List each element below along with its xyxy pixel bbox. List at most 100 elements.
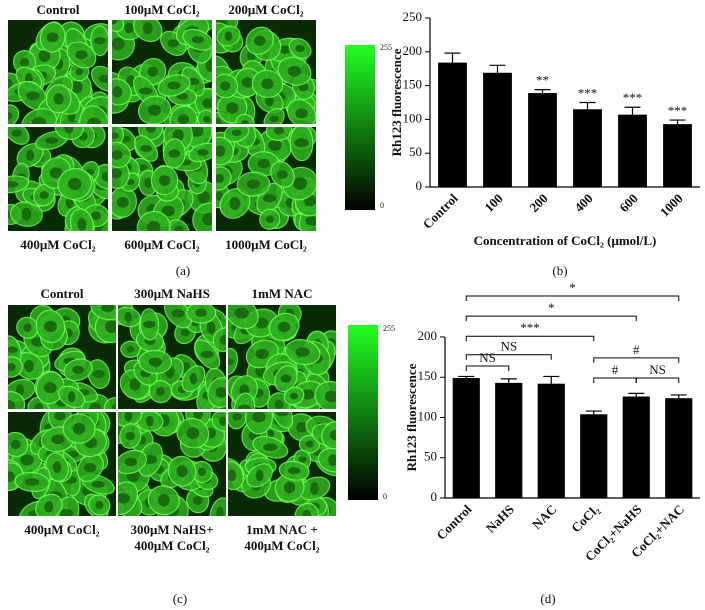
nucleus [90, 211, 101, 221]
x-tick-label: Control [420, 190, 461, 231]
nucleus [195, 308, 207, 317]
image-caption: 100μM CoCl₂ [124, 2, 199, 17]
nucleus [200, 350, 214, 359]
nucleus [298, 456, 307, 463]
nucleus [293, 177, 307, 190]
nucleus [143, 455, 158, 464]
nucleus [140, 144, 152, 152]
nucleus [75, 50, 88, 60]
micrograph [8, 412, 116, 516]
nucleus [139, 87, 153, 95]
comparison-label: NS [649, 362, 666, 377]
x-tick-label: Control [433, 501, 474, 542]
x-tick-label: 600 [616, 191, 640, 215]
comparison-bracket [593, 357, 680, 363]
nucleus [124, 22, 134, 34]
x-tick-label: CoCl₂ [568, 502, 602, 536]
nucleus [176, 465, 188, 478]
image-caption: 200μM CoCl₂ [228, 2, 303, 17]
nucleus [46, 32, 59, 43]
nucleus [294, 138, 309, 148]
nucleus [125, 431, 136, 441]
nucleus [124, 312, 132, 323]
micrograph [228, 412, 336, 516]
comparison-bracket [465, 365, 510, 371]
nucleus [241, 119, 249, 124]
nucleus [290, 392, 299, 400]
nucleus [193, 412, 203, 420]
nucleus [265, 215, 274, 224]
colorbar-min: 0 [380, 201, 384, 210]
nucleus [219, 335, 226, 345]
nucleus [53, 412, 66, 421]
y-axis-label: Rh123 fluorescence [404, 363, 419, 471]
nucleus [192, 496, 203, 505]
nucleus [220, 81, 231, 91]
nucleus [295, 108, 308, 119]
nucleus [31, 117, 47, 124]
panel-label: (c) [173, 591, 187, 606]
nucleus [216, 506, 224, 516]
nucleus [167, 81, 181, 90]
bar [663, 124, 692, 187]
nucleus [26, 149, 35, 161]
nucleus [126, 178, 135, 186]
micrograph [216, 20, 316, 124]
bar [537, 383, 565, 498]
nucleus [145, 127, 156, 133]
nucleus [93, 37, 106, 45]
nucleus [124, 457, 138, 467]
nucleus [21, 207, 32, 221]
nucleus [180, 328, 190, 337]
nucleus [253, 35, 266, 46]
comparison-bracket [465, 295, 680, 301]
nucleus [124, 412, 133, 422]
nucleus [72, 365, 84, 374]
nucleus [202, 98, 212, 109]
nucleus [145, 415, 154, 427]
nucleus [87, 117, 102, 124]
comparison-label: * [548, 300, 555, 315]
nucleus [238, 404, 251, 409]
nucleus [177, 114, 190, 124]
comparison-label: # [633, 342, 640, 357]
nucleus [158, 175, 171, 186]
nucleus [246, 179, 260, 189]
image-caption: 300μM NaHS [134, 286, 210, 301]
micrograph [8, 305, 116, 409]
nucleus [189, 373, 198, 385]
nucleus [67, 391, 76, 403]
nucleus [8, 346, 18, 353]
y-tick-label: 0 [416, 178, 423, 193]
nucleus [93, 369, 105, 379]
comparison-label: *** [520, 320, 540, 335]
nucleus [68, 450, 79, 458]
nucleus [147, 66, 159, 77]
nucleus [158, 493, 170, 507]
y-tick-label: 50 [409, 144, 422, 159]
bar [573, 109, 602, 187]
nucleus [126, 346, 135, 353]
micrograph [8, 20, 108, 124]
nucleus [20, 454, 34, 466]
nucleus [186, 427, 200, 440]
nucleus [116, 196, 129, 208]
nucleus [8, 111, 13, 120]
nucleus [95, 500, 104, 510]
nucleus [310, 482, 319, 495]
nucleus [232, 412, 243, 421]
nucleus [161, 205, 175, 217]
nucleus [224, 31, 233, 41]
nucleus [112, 37, 125, 51]
comparison-label: NS [500, 339, 517, 354]
nucleus [44, 137, 59, 144]
nucleus [49, 167, 63, 179]
nucleus [129, 378, 141, 391]
nucleus [197, 149, 209, 156]
nucleus [190, 127, 204, 137]
nucleus [207, 321, 216, 334]
micrograph [228, 305, 336, 409]
comparison-bracket [465, 315, 637, 322]
y-tick-label: 200 [418, 328, 438, 343]
